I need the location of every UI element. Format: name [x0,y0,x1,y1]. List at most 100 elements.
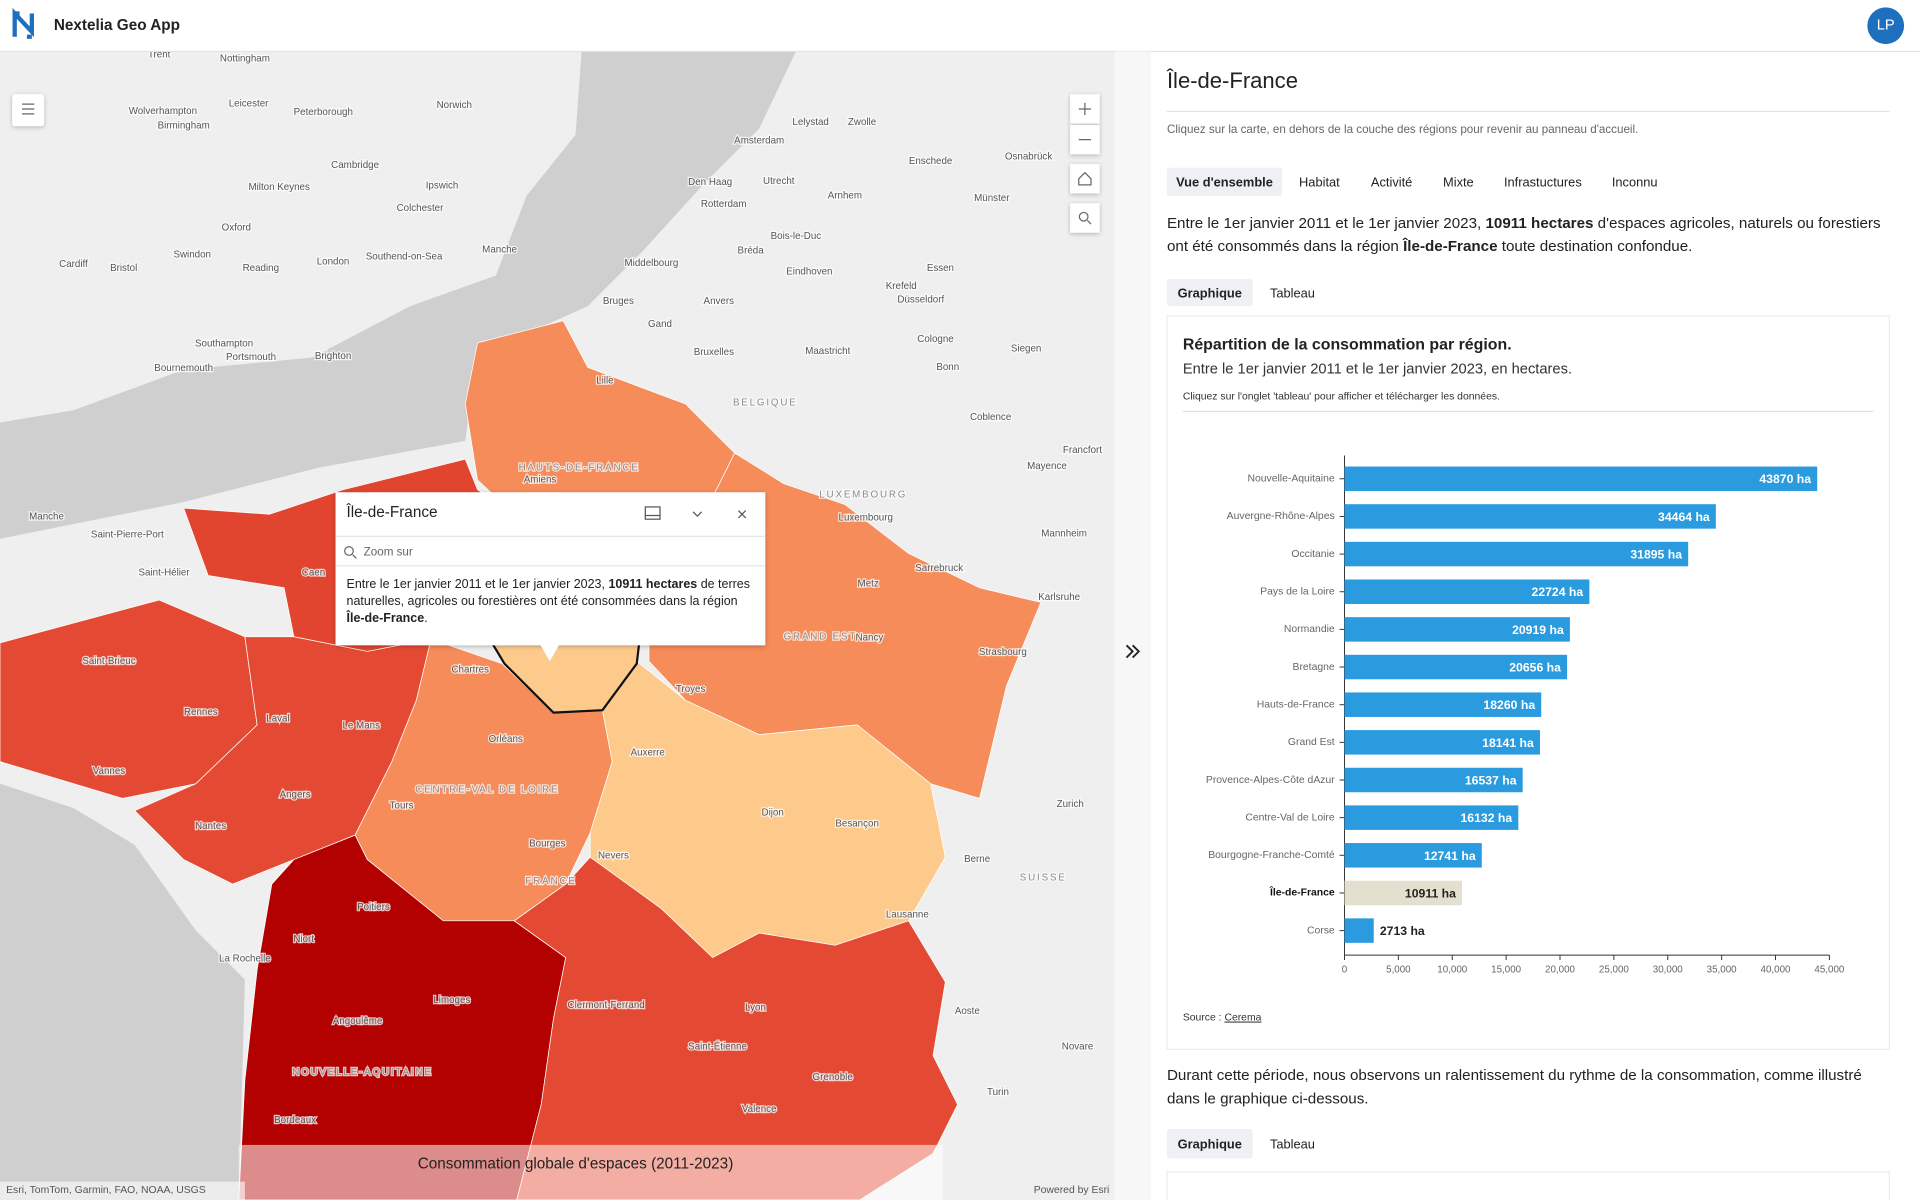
land [0,51,582,423]
data-label: 31895 ha [1630,548,1682,562]
app-name[interactable]: Nextelia Geo App [54,17,180,34]
avatar[interactable] [1867,7,1905,45]
y-tick-label: Normandie [1284,624,1335,635]
logo[interactable] [12,8,34,39]
map-label: Bordeaux [274,1115,316,1126]
map-label: Siegen [1011,344,1041,355]
data-label: 43870 ha [1759,472,1811,486]
tab[interactable]: Activité [1371,174,1412,189]
map-label: Le Mans [342,721,380,732]
bar[interactable] [1344,541,1689,567]
map-label: Eindhoven [786,266,832,277]
bar[interactable] [1344,880,1463,906]
subtabs: Graphique Tableau [1166,279,1315,307]
map-label: Limoges [433,995,470,1006]
collapse-button[interactable] [692,511,703,517]
bar[interactable] [1344,767,1523,793]
map-label: Birmingham [158,121,210,132]
x-tick-label: 15,000 [1491,964,1521,975]
tab-bg[interactable] [1166,279,1253,307]
close-button[interactable] [737,510,747,519]
search-button[interactable] [1070,203,1100,233]
bar[interactable] [1344,579,1590,604]
tab[interactable]: Tableau [1270,1136,1315,1151]
tab[interactable]: Graphique [1178,285,1242,300]
data-label: 12741 ha [1424,849,1476,863]
source-link[interactable]: Cerema [1224,1012,1261,1023]
map-label: Laval [266,713,289,724]
x-tick-label: 45,000 [1814,964,1844,975]
map-label: Southend-on-Sea [366,252,443,263]
bar[interactable] [1344,918,1374,943]
data-label: 16132 ha [1460,811,1512,825]
home-button[interactable] [1070,164,1100,194]
map-label: Metz [858,579,879,590]
map-label: Lyon [745,1002,766,1013]
avatar-initials[interactable]: LP [1877,18,1895,34]
source: Source : Cerema [1183,1012,1262,1023]
bar[interactable] [1344,805,1519,830]
zoom-in-button[interactable] [1070,94,1100,124]
map-label: Karlsruhe [1038,592,1080,603]
tab[interactable]: Tableau [1270,285,1315,300]
map[interactable]: Trent Nottingham Wolverhampton Birmingham Le… [0,50,1115,1200]
bar[interactable] [1344,504,1716,529]
map-label: Bruxelles [694,347,734,358]
map-label: Essen [927,263,954,274]
legend-title: Consommation globale d'espaces (2011-202… [418,1156,734,1173]
map-label: Bournemouth [154,363,213,374]
bar[interactable] [1344,466,1818,492]
tab-bg[interactable] [1166,1128,1253,1159]
y-tick-label: Île-de-France [1269,886,1335,899]
zoom-label[interactable]: Zoom sur [364,545,413,558]
bar[interactable] [1344,617,1570,642]
paragraph-box: Durant cette période, nous observons un … [1167,1067,1862,1107]
map-label: Vannes [93,766,126,777]
map-label: Auxerre [631,748,665,759]
tab[interactable]: Vue d'ensemble [1176,174,1273,189]
map-label: Besançon [835,819,879,830]
dock-button[interactable] [644,506,661,520]
legend-bar [238,1144,943,1200]
map-label: Saint-Étienne [688,1042,747,1053]
bar[interactable] [1344,692,1542,717]
map-label: Bruges [603,296,634,307]
map-label: Troyes [676,684,706,695]
tab[interactable]: Inconnu [1612,174,1658,189]
x-tick-label: 20,000 [1545,964,1575,975]
zoom-out-button[interactable] [1070,124,1100,155]
map-label: Grenoble [813,1072,853,1083]
bar[interactable] [1344,654,1568,680]
tab[interactable]: Graphique [1178,1136,1242,1151]
x-tick-label: 10,000 [1437,964,1467,975]
tab[interactable]: Mixte [1443,174,1474,189]
tab[interactable]: Habitat [1299,174,1340,189]
map-label: Strasbourg [979,647,1027,658]
intro-box: Entre le 1er janvier 2011 et le 1er janv… [1167,214,1881,254]
powered-by[interactable]: Powered by Esri [1034,1185,1110,1196]
map-label: Zurich [1057,799,1084,810]
data-label: 34464 ha [1658,510,1710,524]
bar[interactable] [1344,730,1540,755]
map-label: Poitiers [357,902,390,913]
bar[interactable] [1344,843,1482,868]
text-segment: Île-de-France [346,612,425,626]
attribution: Esri, TomTom, Garmin, FAO, NOAA, USGS [6,1185,206,1196]
map-label: Enschede [909,156,953,167]
zoom-action[interactable]: Zoom sur [344,545,413,559]
map-label: Rennes [184,707,218,718]
chart-card [1166,315,1890,1050]
tab-bg[interactable] [1166,167,1283,196]
map-label: Cologne [917,334,953,345]
tab[interactable]: Infrastuctures [1504,174,1582,189]
map-label: Coblence [970,412,1011,423]
y-tick-label: Centre-Val de Loire [1245,812,1335,823]
region[interactable] [513,856,958,1200]
layer-list-button[interactable] [12,94,45,127]
map-label: Luxembourg [839,513,893,524]
map-label: Lausanne [886,909,929,920]
panel-toggle[interactable] [1125,644,1141,659]
map-label: Rotterdam [701,199,747,210]
map-label: Amiens [524,475,557,486]
map-label: Niort [293,934,314,945]
